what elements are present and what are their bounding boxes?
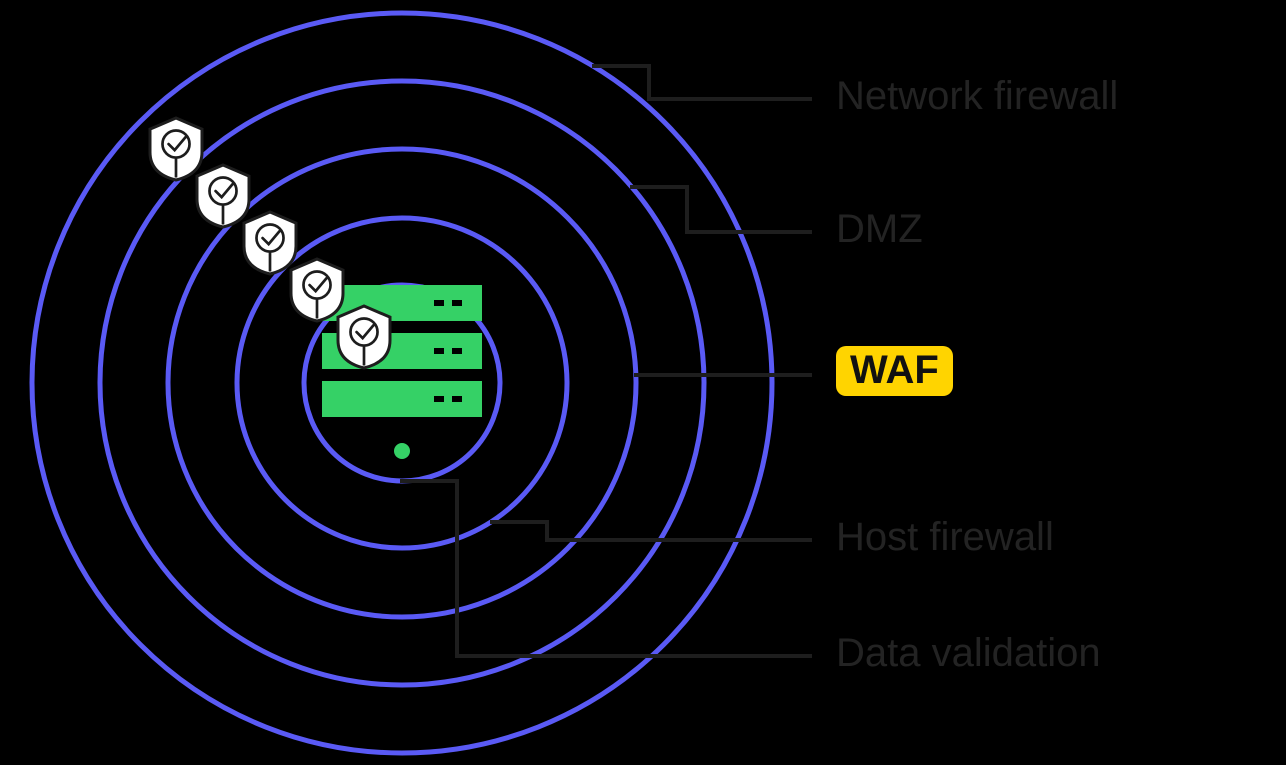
label-dmz: DMZ xyxy=(836,207,923,252)
diagram-stage: Network firewall DMZ WAF Host firewall D… xyxy=(0,0,1286,765)
label-waf: WAF xyxy=(836,346,953,396)
server-status-dot xyxy=(394,443,410,459)
label-host-firewall: Host firewall xyxy=(836,515,1054,560)
server-led xyxy=(434,396,444,402)
leader-line xyxy=(492,522,810,540)
server-led xyxy=(434,348,444,354)
server-led xyxy=(452,348,462,354)
label-network-firewall: Network firewall xyxy=(836,74,1118,119)
server-led xyxy=(452,396,462,402)
server-led xyxy=(434,300,444,306)
shield-icon xyxy=(197,165,249,227)
server-led xyxy=(452,300,462,306)
shield-icon xyxy=(291,259,343,321)
shield-icon xyxy=(244,212,296,274)
shield-icon xyxy=(150,118,202,180)
label-data-validation: Data validation xyxy=(836,631,1101,676)
shield-icon xyxy=(338,306,390,368)
leader-line xyxy=(594,66,810,99)
